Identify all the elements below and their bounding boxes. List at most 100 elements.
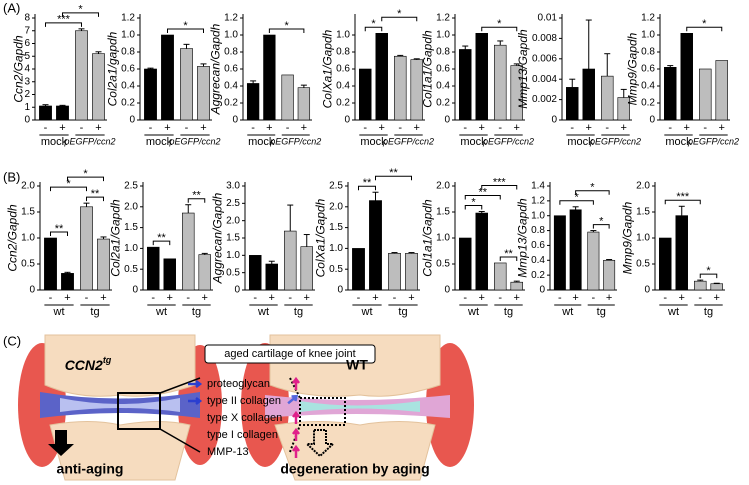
- box-label: aged cartilage of knee joint: [224, 348, 355, 360]
- group-label: mock: [360, 136, 387, 148]
- y-tick-label: 4: [24, 64, 30, 75]
- x-tick-label: +: [714, 292, 720, 304]
- bar: [510, 281, 523, 291]
- group-label: tg: [398, 306, 407, 318]
- right-caption: degeneration by aging: [280, 461, 429, 477]
- tibia: [274, 421, 436, 481]
- y-tick-label: 0.6: [641, 64, 655, 75]
- significance-bracket: [358, 185, 376, 191]
- x-tick-label: +: [606, 292, 612, 304]
- y-tick-label: 0.8: [531, 225, 545, 236]
- y-axis-label: ColXa1/Gapdh: [313, 198, 327, 277]
- y-tick-label: 0.6: [531, 240, 545, 251]
- y-tick-label: 0: [29, 285, 35, 296]
- significance-label: *: [397, 8, 402, 20]
- y-tick-label: 0.2: [224, 98, 238, 109]
- y-tick-label: 1.0: [531, 210, 545, 221]
- y-tick-label: 1.5: [636, 207, 650, 218]
- x-tick-label: -: [363, 122, 367, 134]
- group-label: pEGFP/ccn2: [168, 136, 220, 146]
- y-tick-label: 0.4: [531, 255, 545, 266]
- bar: [284, 230, 297, 291]
- y-tick-label: 0: [444, 285, 450, 296]
- increase-arrow: [292, 410, 300, 424]
- group-label: mock: [146, 136, 173, 148]
- cartilage: [300, 401, 420, 412]
- y-tick-label: 0: [337, 285, 343, 296]
- x-tick-label: +: [479, 292, 485, 304]
- y-tick-label: 7: [24, 25, 30, 36]
- left-title-text: CCN2: [65, 357, 103, 373]
- y-tick-label: 0.8: [336, 47, 350, 58]
- y-tick-label: 1.0: [329, 243, 343, 254]
- x-tick-label: -: [393, 292, 397, 304]
- knee-diagram: aged cartilage of knee joint CCN2tg WT a…: [18, 334, 474, 481]
- significance-label: *: [183, 20, 188, 32]
- y-axis-label: Ccn2/Gapdh: [12, 35, 26, 103]
- significance-bracket: [50, 186, 87, 192]
- significance-label: *: [471, 196, 476, 208]
- y-tick-label: 0.8: [121, 47, 135, 58]
- significance-bracket: [86, 196, 104, 202]
- y-tick-label: 0.4: [121, 81, 135, 92]
- x-tick-label: -: [463, 122, 467, 134]
- group-label: tg: [504, 306, 513, 318]
- significance-label: *: [371, 18, 376, 30]
- zoom-box: [117, 392, 161, 430]
- group-label: mock: [665, 136, 692, 148]
- y-tick-label: 1.0: [336, 30, 350, 41]
- significance-bracket: [686, 26, 723, 32]
- significance-label: *: [83, 168, 88, 180]
- significance-label: **: [157, 232, 166, 244]
- x-tick-label: +: [621, 122, 627, 134]
- group-label: wt: [467, 306, 479, 318]
- x-tick-label: -: [463, 292, 467, 304]
- group-label: wt: [667, 306, 679, 318]
- x-tick-label: +: [572, 292, 578, 304]
- y-tick-label: 3: [24, 76, 30, 87]
- y-tick-label: 0: [644, 285, 650, 296]
- marker-item: type II collagen: [207, 395, 281, 407]
- significance-label: ***: [493, 176, 507, 188]
- y-tick-label: 1.0: [121, 30, 135, 41]
- decrease-arrow: [188, 397, 203, 405]
- y-tick-label: 2.5: [226, 198, 240, 209]
- y-tick-label: 1.0: [436, 30, 450, 41]
- y-axis-label: Ccn2/Gapdh: [5, 204, 19, 272]
- x-tick-label: -: [605, 122, 609, 134]
- bar: [664, 67, 677, 121]
- y-axis-label: Aggrecan/Gapdh: [208, 23, 222, 115]
- femur: [44, 334, 196, 397]
- y-axis-label: Mmp9/Gapdh: [625, 32, 639, 105]
- y-tick-label: 0.6: [436, 64, 450, 75]
- y-tick-label: 1.5: [436, 207, 450, 218]
- y-tick-label: 1.0: [21, 233, 35, 244]
- bar: [92, 53, 105, 121]
- bar: [147, 246, 160, 291]
- y-tick-label: 0.4: [436, 81, 450, 92]
- x-tick-label: -: [698, 292, 702, 304]
- increase-arrow: [292, 427, 300, 441]
- significance-bracket: [45, 22, 82, 27]
- bar: [659, 237, 672, 291]
- group-label: pEGFP/ccn2: [63, 136, 115, 146]
- group-label: pEGFP/ccn2: [687, 136, 739, 146]
- y-tick-label: 0.2: [641, 98, 655, 109]
- group-label: pEGFP/ccn2: [269, 136, 321, 146]
- x-tick-label: +: [719, 122, 725, 134]
- bar: [494, 262, 507, 291]
- y-tick-label: 2.0: [436, 181, 450, 192]
- decrease-arrow: [188, 380, 203, 388]
- y-tick-label: 0.5: [21, 259, 35, 270]
- zoom-line: [289, 424, 301, 453]
- x-tick-label: -: [151, 292, 155, 304]
- y-tick-label: 0.5: [636, 259, 650, 270]
- significance-bracket: [559, 200, 594, 205]
- y-axis-label: Col2a1/Gapdh: [108, 199, 122, 277]
- y-tick-label: 2.5: [329, 181, 343, 192]
- significance-bracket: [464, 194, 501, 200]
- right-title: WT: [346, 357, 368, 373]
- bar: [246, 83, 260, 121]
- x-tick-label: -: [398, 122, 402, 134]
